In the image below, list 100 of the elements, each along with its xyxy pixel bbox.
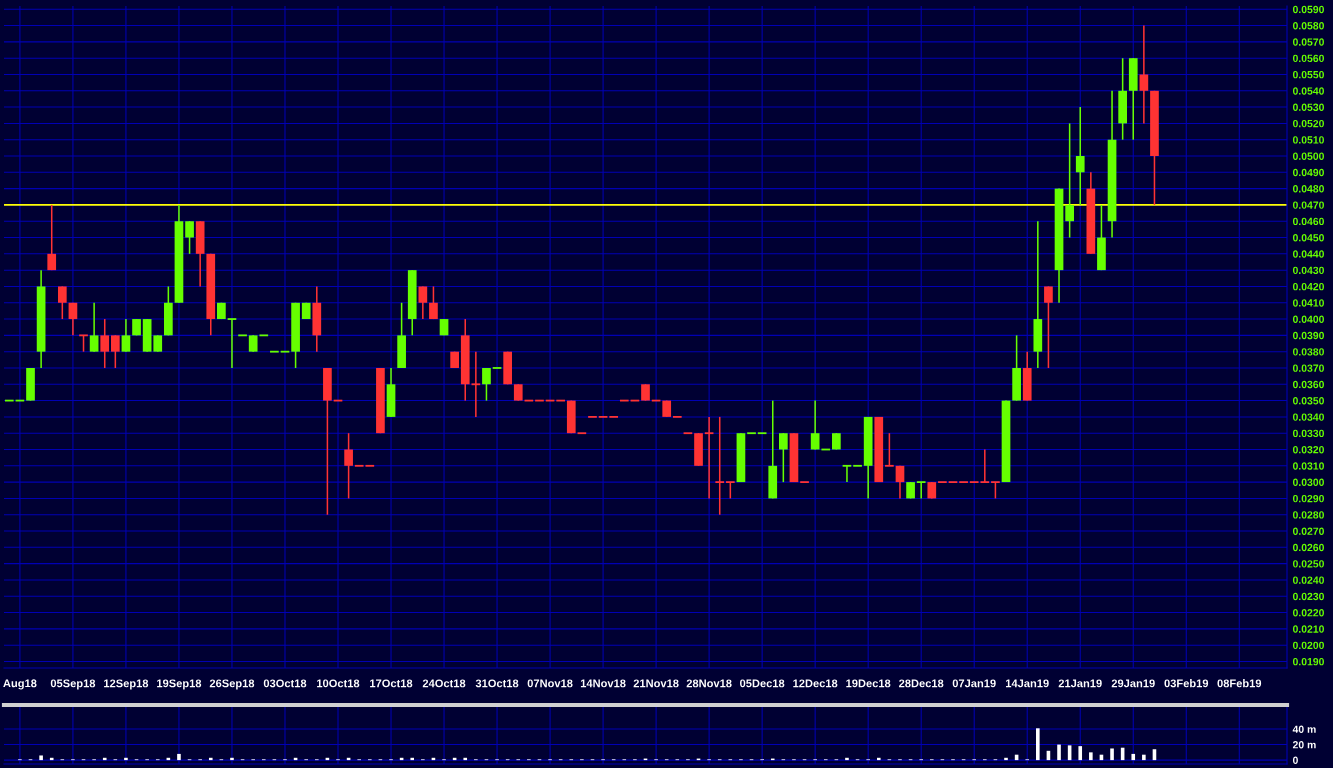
candlestick [703, 416, 715, 500]
candlestick [1139, 24, 1149, 125]
bar [49, 757, 54, 761]
y-tick-label: 40 m [1292, 725, 1316, 733]
bar [208, 757, 213, 761]
candlestick [1075, 106, 1085, 206]
x-tick-label: 14Jan19 [1005, 679, 1049, 688]
candlestick [185, 220, 194, 255]
candlestick [714, 416, 725, 516]
bar [124, 757, 128, 761]
y-tick-label: 0.0270 [1292, 527, 1324, 535]
bar [177, 753, 181, 761]
x-tick-label: 10Oct18 [317, 679, 360, 688]
y-tick-label: 0.0230 [1292, 592, 1324, 601]
candlestick [418, 285, 428, 320]
bar [102, 757, 107, 761]
candlestick [68, 301, 78, 337]
x-tick-label: 03Oct18 [263, 679, 307, 688]
bar [1078, 746, 1083, 761]
y-tick-label: 0.0370 [1292, 364, 1324, 372]
y-tick-label: 0.0400 [1292, 315, 1324, 323]
y-tick-label: 0.0320 [1292, 446, 1324, 454]
y-tick-label: 0.0500 [1292, 152, 1324, 160]
x-tick-label: Aug18 [3, 679, 37, 690]
y-tick-label: 0.0590 [1292, 5, 1324, 14]
bar [845, 757, 849, 761]
y-tick-label: 0.0580 [1292, 22, 1324, 30]
x-tick-label: 07Jan19 [952, 679, 996, 688]
x-tick-label: 21Jan19 [1058, 679, 1102, 688]
x-tick-label: 08Feb19 [1217, 679, 1262, 688]
y-tick-label: 0.0570 [1292, 38, 1324, 46]
bar [410, 757, 415, 761]
x-tick-label: 12Sep18 [104, 679, 149, 690]
x-tick-label: 12Dec18 [793, 679, 838, 688]
bar [1036, 728, 1040, 761]
y-tick-label: 0.0380 [1292, 348, 1324, 356]
x-tick-label: 05Sep18 [50, 679, 96, 690]
bar [1131, 753, 1136, 761]
y-tick-label: 0.0410 [1292, 299, 1324, 307]
candlestick [429, 285, 438, 320]
y-tick-label: 0.0260 [1292, 543, 1324, 552]
bar [463, 757, 468, 761]
y-tick-label: 0.0510 [1292, 136, 1324, 144]
y-tick-label: 0.0290 [1292, 494, 1324, 503]
candlestick [226, 318, 238, 369]
bar [230, 757, 234, 761]
x-tick-label: 19Dec18 [846, 679, 891, 688]
candlestick [57, 285, 67, 320]
candlestick [915, 481, 927, 500]
candlestick [47, 204, 57, 271]
x-tick-label: 19Sep18 [157, 679, 202, 690]
bar [39, 755, 43, 761]
candlestick [482, 367, 491, 402]
x-tick-label: 31Oct18 [475, 679, 519, 688]
y-tick-label: 0.0390 [1292, 331, 1324, 340]
x-tick-label: 17Oct18 [370, 679, 413, 688]
bar [1004, 757, 1008, 761]
candlestick [1044, 285, 1053, 369]
y-tick-label: 0.0300 [1292, 478, 1324, 487]
x-tick-label: 05Dec18 [740, 679, 785, 688]
x-tick-label: 29Jan19 [1111, 679, 1155, 688]
y-tick-label: 0.0460 [1292, 217, 1324, 226]
y-tick-label: 0.0560 [1292, 54, 1324, 63]
y-tick-label: 0.0470 [1292, 201, 1324, 209]
x-tick-label: 26Sep18 [209, 679, 255, 690]
y-tick-label: 0.0550 [1292, 70, 1324, 79]
x-tick-label: 03Feb19 [1164, 679, 1209, 688]
y-tick-label: 0.0330 [1292, 429, 1324, 438]
y-tick-label: 0.0350 [1292, 397, 1324, 405]
y-tick-label: 0.0250 [1292, 560, 1324, 568]
y-tick-label: 0.0420 [1292, 282, 1324, 291]
y-tick-label: 0.0240 [1292, 576, 1324, 584]
y-tick-label: 0.0190 [1292, 657, 1324, 666]
candlestick [344, 432, 353, 500]
y-tick-label: 0.0490 [1292, 168, 1324, 177]
candlestick [841, 464, 853, 483]
y-tick-label: 0.0540 [1292, 87, 1324, 95]
y-tick-label: 0.0220 [1292, 609, 1324, 617]
y-tick-label: 0.0360 [1292, 380, 1324, 389]
y-tick-label: 0.0530 [1292, 103, 1324, 111]
y-tick-label: 0.0280 [1292, 511, 1324, 519]
candlestick [100, 318, 110, 369]
bar [1110, 748, 1114, 761]
candlestick [779, 432, 788, 483]
y-tick-label: 20 m [1292, 741, 1316, 749]
y-tick-label: 0.0520 [1292, 119, 1324, 128]
candlestick [884, 432, 895, 467]
x-tick-label: 28Dec18 [899, 679, 944, 688]
x-tick-label: 24Oct18 [422, 679, 466, 688]
x-tick-label: 21Nov18 [633, 679, 679, 688]
x-tick-label: 07Nov18 [527, 679, 573, 688]
candlestick [110, 334, 120, 369]
y-tick-label: 0 [1292, 756, 1298, 764]
bar [876, 757, 881, 761]
y-tick-label: 0.0440 [1292, 250, 1324, 258]
bar [1057, 744, 1061, 761]
y-tick-label: 0.0210 [1292, 625, 1324, 633]
y-tick-label: 0.0340 [1292, 413, 1324, 421]
y-tick-label: 0.0430 [1292, 266, 1324, 275]
candlestick [121, 318, 131, 353]
